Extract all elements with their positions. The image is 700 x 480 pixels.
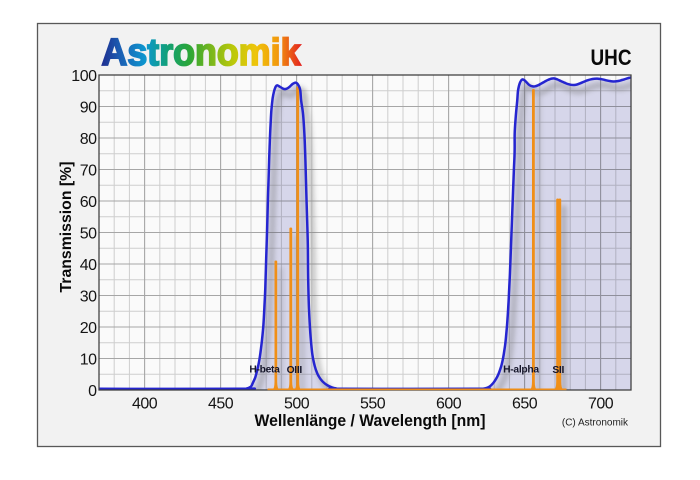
svg-text:700: 700	[588, 396, 614, 413]
svg-text:30: 30	[80, 288, 97, 305]
svg-text:40: 40	[80, 257, 97, 274]
svg-text:Transmission [%]: Transmission [%]	[58, 162, 75, 293]
svg-text:70: 70	[80, 162, 97, 179]
svg-text:0: 0	[88, 383, 97, 400]
svg-text:80: 80	[80, 131, 97, 148]
svg-text:50: 50	[80, 225, 97, 242]
svg-text:600: 600	[436, 396, 462, 413]
svg-text:OIII: OIII	[287, 365, 303, 376]
svg-text:H-alpha: H-alpha	[503, 365, 539, 376]
svg-text:550: 550	[360, 396, 386, 413]
svg-text:SII: SII	[552, 365, 564, 376]
svg-text:400: 400	[132, 396, 158, 413]
svg-text:H-beta: H-beta	[249, 365, 280, 376]
svg-text:60: 60	[80, 194, 97, 211]
svg-text:500: 500	[284, 396, 310, 413]
svg-text:Astronomik: Astronomik	[102, 32, 302, 74]
svg-text:UHC: UHC	[591, 45, 632, 70]
svg-text:20: 20	[80, 320, 97, 337]
svg-text:450: 450	[208, 396, 234, 413]
svg-text:Wellenlänge / Wavelength [nm]: Wellenlänge / Wavelength [nm]	[255, 411, 486, 430]
svg-text:90: 90	[80, 99, 97, 116]
svg-text:100: 100	[71, 68, 97, 85]
svg-text:(C) Astronomik: (C) Astronomik	[562, 418, 629, 429]
svg-text:650: 650	[512, 396, 538, 413]
svg-text:10: 10	[80, 351, 97, 368]
